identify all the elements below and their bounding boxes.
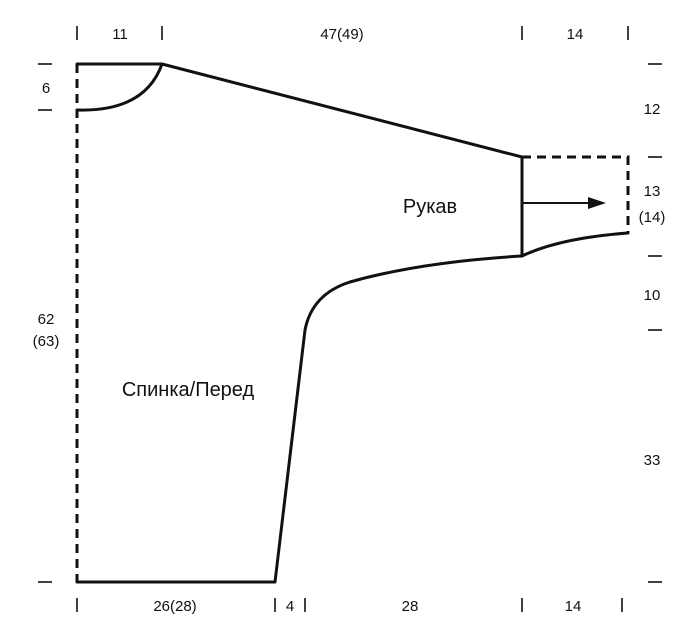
direction-arrow-head	[588, 197, 606, 209]
garment-outline	[75, 62, 524, 584]
right-dim-cuff-height-alt: (14)	[639, 209, 666, 226]
right-dim-cuff-height: 13	[644, 183, 661, 200]
sleeve-label: Рукав	[403, 196, 457, 218]
left-dim-length-alt: (63)	[33, 333, 60, 350]
cuff-extension-bottom-edge	[520, 231, 630, 258]
left-dim-length: 62	[38, 311, 55, 328]
cuff-extension-dashed-line	[522, 155, 630, 233]
top-dim-shoulder-sleeve: 47(49)	[320, 26, 363, 43]
top-dim-neck-half: 11	[112, 26, 128, 43]
top-dim-cuff: 14	[567, 26, 584, 43]
bottom-dim-underarm: 28	[402, 598, 419, 615]
bottom-dim-side-shift: 4	[286, 598, 294, 615]
body-label: Спинка/Перед	[122, 379, 255, 401]
left-dim-neck-depth: 6	[42, 80, 50, 97]
bottom-dim-cuff: 14	[565, 598, 582, 615]
right-dim-side-height: 33	[644, 452, 661, 469]
bottom-dim-hem-half: 26(28)	[153, 598, 196, 615]
right-dim-underarm-drop: 10	[644, 287, 661, 304]
right-dim-shoulder-drop: 12	[644, 101, 661, 118]
